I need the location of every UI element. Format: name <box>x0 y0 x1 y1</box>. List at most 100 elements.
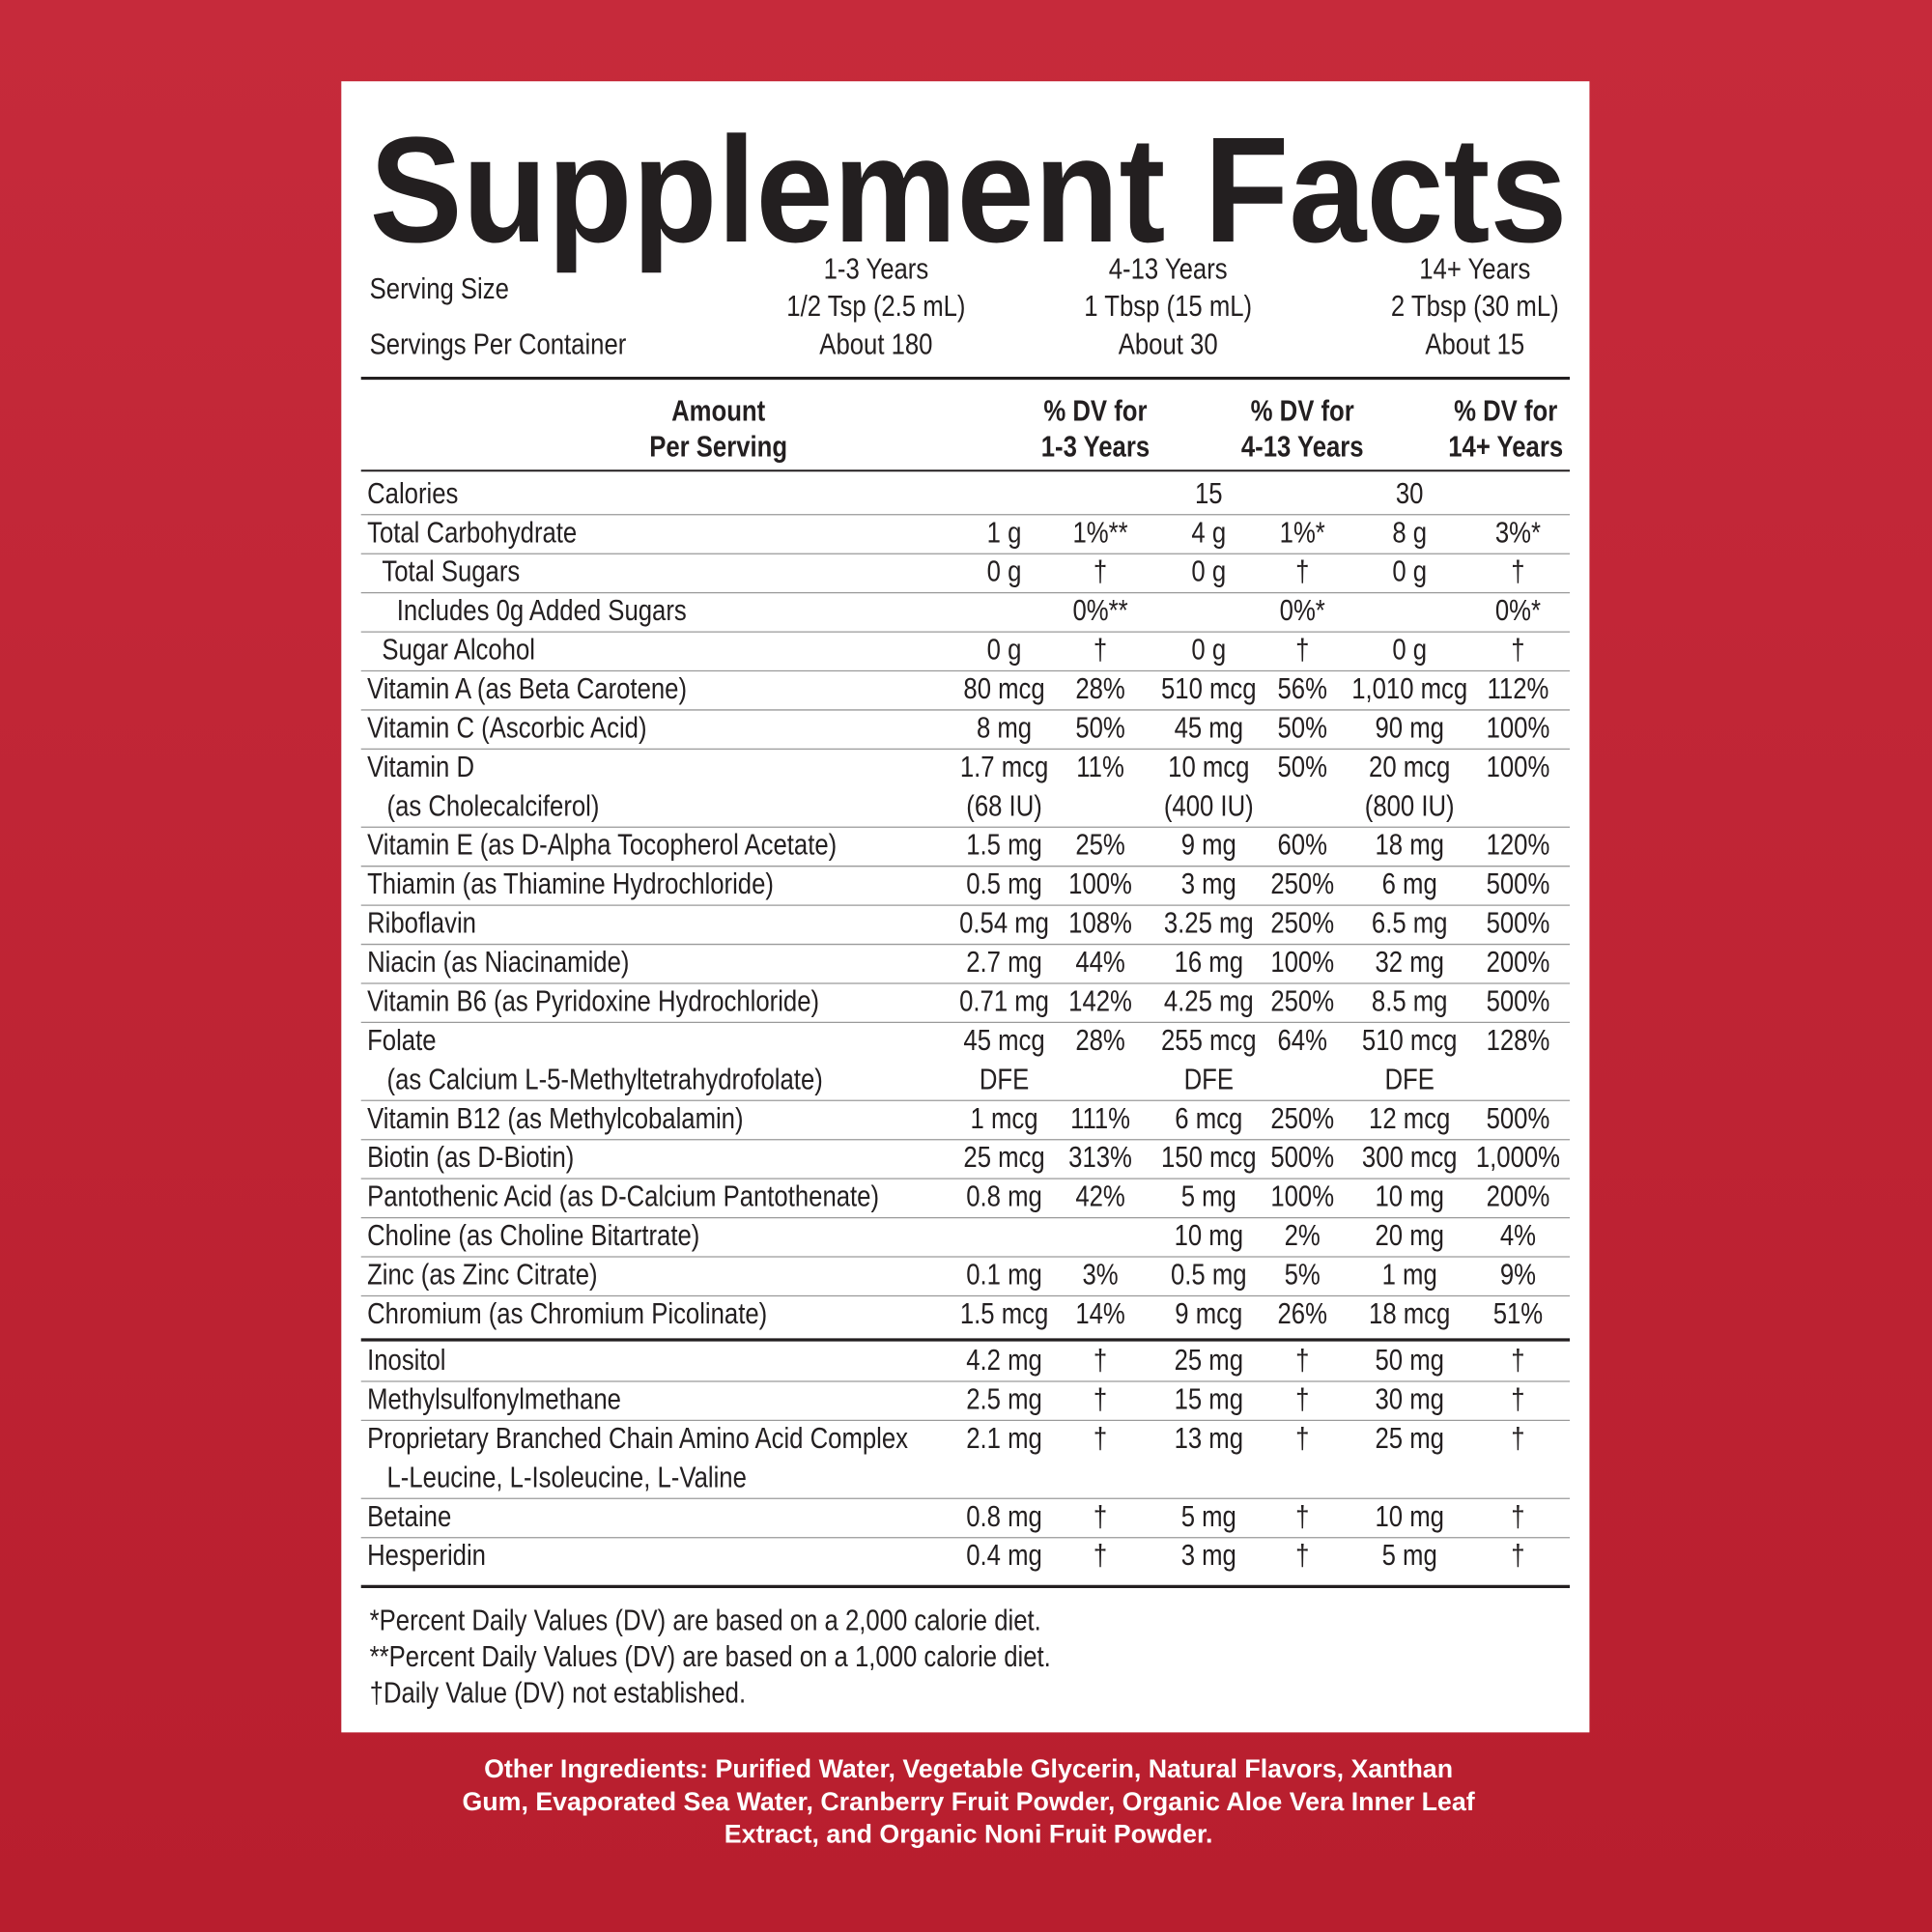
cell-value: † <box>1094 1381 1107 1415</box>
cell-value: 150 mcg <box>1161 1140 1257 1174</box>
cell-value: 2.1 mg <box>966 1421 1042 1455</box>
cell-value: 9 mcg <box>1175 1296 1242 1330</box>
row-label: Biotin (as D-Biotin) <box>367 1140 574 1174</box>
cell-value: 100% <box>1487 710 1550 744</box>
cell-value: 25 mg <box>1375 1421 1443 1455</box>
cell-value: 26% <box>1277 1296 1326 1330</box>
cell-value: † <box>1511 1538 1524 1572</box>
cell-value: 500% <box>1487 983 1550 1017</box>
cell-value: 0 g <box>1191 554 1226 588</box>
row-label: Total Carbohydrate <box>367 515 577 549</box>
cell-value: 0.4 mg <box>966 1538 1042 1572</box>
cell-value: 3 mg <box>1181 867 1236 900</box>
row-label: Proprietary Branched Chain Amino Acid Co… <box>367 1421 908 1455</box>
cell-value: 5 mg <box>1181 1179 1236 1212</box>
cell-value: † <box>1511 554 1524 588</box>
serving-size: 1/2 Tsp (2.5 mL) <box>786 289 965 323</box>
other-ingredients: Gum, Evaporated Sea Water, Cranberry Fru… <box>462 1787 1474 1816</box>
cell-value: 250% <box>1270 905 1334 939</box>
cell-value: 111% <box>1070 1101 1130 1135</box>
cell-value: † <box>1094 554 1107 588</box>
cell-value: † <box>1094 1499 1107 1533</box>
cell-value: 1,010 mcg <box>1351 671 1467 705</box>
row-label: (as Cholecalciferol) <box>387 788 600 822</box>
serving-age: 1-3 Years <box>824 252 929 286</box>
cell-value: 8 mg <box>977 710 1032 744</box>
footnote: †Daily Value (DV) not established. <box>370 1676 746 1710</box>
cell-value: 313% <box>1068 1140 1132 1174</box>
cell-value: 0 g <box>987 632 1022 666</box>
cell-value: 200% <box>1487 945 1550 979</box>
row-label: Inositol <box>367 1343 445 1377</box>
cell-value: 16 mg <box>1175 945 1243 979</box>
cell-value: 500% <box>1487 1101 1550 1135</box>
servings-count: About 180 <box>819 327 932 360</box>
row-label: Riboflavin <box>367 905 476 939</box>
cell-value: 0.8 mg <box>966 1499 1042 1533</box>
cell-value: 10 mg <box>1375 1179 1443 1212</box>
amount-header: Amount <box>671 393 766 427</box>
cell-value: 3.25 mg <box>1164 905 1254 939</box>
cell-value: 142% <box>1068 983 1132 1017</box>
footnote: *Percent Daily Values (DV) are based on … <box>370 1603 1041 1636</box>
row-label: Niacin (as Niacinamide) <box>367 945 629 979</box>
footnote: **Percent Daily Values (DV) are based on… <box>370 1639 1051 1673</box>
cell-value: † <box>1511 1499 1524 1533</box>
cell-value: 25% <box>1075 828 1124 862</box>
cell-value: 5% <box>1285 1257 1321 1291</box>
cell-value: 60% <box>1277 828 1326 862</box>
cell-value: † <box>1295 554 1309 588</box>
cell-value: 3% <box>1082 1257 1118 1291</box>
row-label: Vitamin B12 (as Methylcobalamin) <box>367 1101 743 1135</box>
cell-value: † <box>1295 1499 1309 1533</box>
cell-value: † <box>1094 1538 1107 1572</box>
row-label: Methylsulfonylmethane <box>367 1381 621 1415</box>
row-label: Zinc (as Zinc Citrate) <box>367 1257 597 1291</box>
cell-value: 50% <box>1277 710 1326 744</box>
cell-value: 6.5 mg <box>1372 905 1448 939</box>
cell-value: 4.2 mg <box>966 1343 1042 1377</box>
cell-value: 80 mcg <box>963 671 1044 705</box>
cell-value: 0 g <box>1392 554 1427 588</box>
cell-value: 1 mcg <box>971 1101 1038 1135</box>
cell-value: 300 mcg <box>1362 1140 1458 1174</box>
cell-value: 5 mg <box>1382 1538 1437 1572</box>
cell-value: 1 g <box>987 515 1022 549</box>
cell-value: † <box>1094 1421 1107 1455</box>
cell-value: 250% <box>1270 1101 1334 1135</box>
row-label: Vitamin E (as D-Alpha Tocopherol Acetate… <box>367 828 837 862</box>
cell-value: 13 mg <box>1175 1421 1243 1455</box>
cell-value: 0%* <box>1495 593 1541 627</box>
cell-value: † <box>1295 632 1309 666</box>
facts-panel <box>341 81 1590 1733</box>
cell-value: 25 mg <box>1175 1343 1243 1377</box>
cell-value: † <box>1511 1343 1524 1377</box>
cell-value: 1 mg <box>1382 1257 1437 1291</box>
row-label: Total Sugars <box>382 554 520 588</box>
row-label: Sugar Alcohol <box>382 632 535 666</box>
servings-per-container-label: Servings Per Container <box>370 327 627 360</box>
cell-value: 0.71 mg <box>959 983 1049 1017</box>
cell-value: 20 mg <box>1375 1218 1443 1252</box>
row-label: Vitamin D <box>367 750 474 783</box>
cell-value: 9 mg <box>1181 828 1236 862</box>
cell-value: 15 mg <box>1175 1381 1243 1415</box>
cell-value: 510 mcg <box>1362 1023 1458 1057</box>
dv-header: % DV for <box>1043 393 1147 427</box>
cell-value: 50% <box>1075 710 1124 744</box>
row-label: L-Leucine, L-Isoleucine, L-Valine <box>387 1460 747 1493</box>
other-ingredients: Extract, and Organic Noni Fruit Powder. <box>724 1820 1213 1849</box>
cell-value: † <box>1511 1421 1524 1455</box>
cell-value: 10 mg <box>1175 1218 1243 1252</box>
serving-age: 14+ Years <box>1419 252 1530 286</box>
cell-value: 45 mcg <box>963 1023 1044 1057</box>
cell-value: 3%* <box>1495 515 1541 549</box>
cell-value: 0.5 mg <box>1171 1257 1247 1291</box>
row-label: Vitamin A (as Beta Carotene) <box>367 671 687 705</box>
amount-header: Per Serving <box>649 429 787 463</box>
cell-value: 0.1 mg <box>966 1257 1042 1291</box>
cell-value: 18 mg <box>1375 828 1443 862</box>
cell-value: 8 g <box>1392 515 1427 549</box>
cell-value: 500% <box>1487 867 1550 900</box>
